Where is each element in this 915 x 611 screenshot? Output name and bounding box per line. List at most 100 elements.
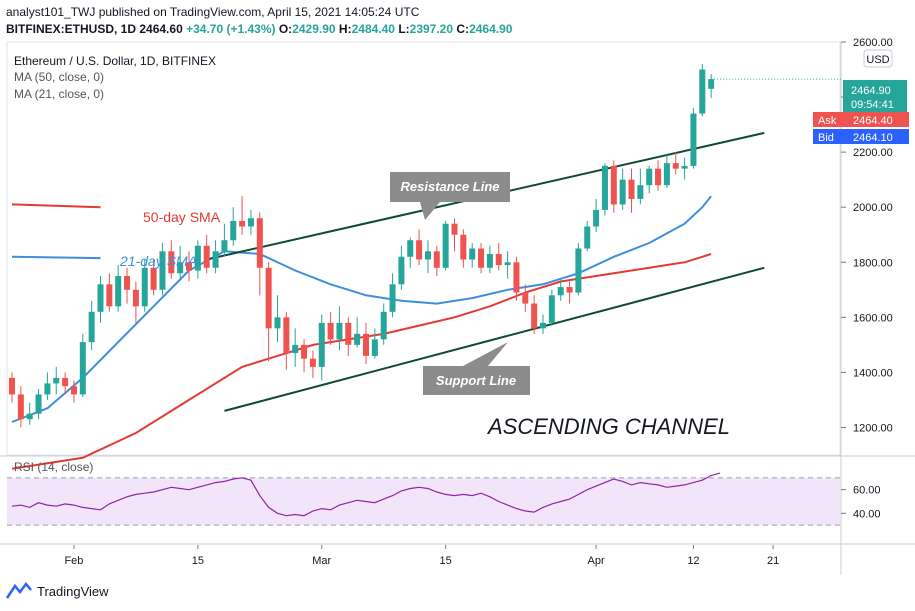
candle-body	[318, 322, 325, 367]
candle-body	[424, 251, 431, 260]
candle-body	[221, 240, 228, 252]
last-price: 2464.60	[139, 22, 183, 36]
x-tick-label: Mar	[312, 555, 331, 567]
y-tick-label: 1600.00	[853, 312, 893, 324]
candle-body	[265, 267, 272, 329]
candle-body	[9, 377, 15, 395]
ohlc-line: BITFINEX:ETHUSD, 1D 2464.60 +34.70 (+1.4…	[6, 22, 512, 36]
candle-body	[442, 223, 449, 268]
candle-body	[460, 234, 467, 260]
old-sma21-line	[11, 255, 101, 260]
candle-body	[159, 251, 166, 290]
ma50-line	[11, 253, 712, 470]
candle-body	[699, 69, 706, 114]
candle-body	[708, 79, 715, 89]
ask-tag	[813, 112, 909, 127]
high-label: H:	[338, 22, 352, 36]
symbol-name: BITFINEX:ETHUSD, 1D	[6, 22, 137, 36]
candle-body	[584, 226, 591, 249]
candle-body	[380, 311, 387, 340]
candle-body	[354, 333, 361, 345]
y-tick-label: 2600.00	[853, 37, 893, 49]
candle-body	[115, 276, 122, 307]
bid-tag	[813, 129, 909, 144]
rsi-line	[11, 472, 721, 517]
candle-body	[327, 322, 334, 340]
legend-ma50: MA (50, close, 0)	[14, 70, 104, 84]
candle-body	[363, 333, 369, 356]
support-label: Support Line	[436, 373, 516, 388]
candle-body	[593, 209, 600, 227]
y-tick-label: 2200.00	[853, 147, 893, 159]
candle-body	[141, 267, 148, 307]
candle-body	[62, 377, 69, 387]
tradingview-logo-icon	[6, 582, 32, 599]
x-tick-label: 15	[192, 555, 204, 567]
footer: TradingView	[6, 582, 109, 600]
candle-body	[540, 322, 546, 329]
candle-body	[53, 377, 60, 384]
candle-body	[186, 262, 192, 271]
price-tag-value: 2464.90	[851, 85, 891, 97]
candle-body	[124, 276, 131, 290]
candle-body	[601, 165, 608, 210]
candle-body	[389, 284, 396, 312]
candle-body	[256, 218, 263, 268]
candle-body	[44, 383, 51, 395]
candle-body	[575, 248, 582, 293]
candle-body	[309, 358, 316, 367]
candle-body	[230, 220, 237, 241]
candle-body	[17, 394, 24, 420]
bid-value: 2464.10	[853, 132, 893, 144]
candle-body	[247, 218, 254, 227]
channel-label: ASCENDING CHANNEL	[486, 414, 730, 439]
candle-body	[336, 322, 343, 340]
ask-value: 2464.40	[853, 115, 893, 127]
candle-body	[168, 251, 175, 274]
candle-body	[681, 165, 688, 169]
candle-body	[548, 295, 555, 323]
candle-body	[177, 262, 184, 274]
candle-body	[495, 254, 502, 266]
candle-body	[646, 168, 653, 186]
support-line	[224, 266, 765, 412]
candle-body	[132, 289, 139, 307]
candle-body	[274, 317, 281, 329]
ma21-line	[11, 195, 712, 423]
close-label: C:	[456, 22, 470, 36]
price-tag-countdown: 09:54:41	[851, 99, 894, 111]
old-sma50-line	[11, 203, 101, 209]
sma21-annotation: 21-day SMA	[119, 253, 197, 269]
candle-body	[212, 251, 219, 268]
sma50-annotation: 50-day SMA	[143, 209, 221, 225]
candle-body	[672, 163, 679, 169]
candle-body	[566, 287, 573, 293]
candle-body	[663, 163, 670, 186]
x-tick-label: 21	[767, 555, 779, 567]
candle-body	[203, 245, 210, 268]
legend-ma21: MA (21, close, 0)	[14, 87, 104, 101]
candle-body	[283, 317, 290, 354]
candle-body	[513, 262, 520, 293]
candle-body	[628, 179, 635, 199]
candle-body	[79, 342, 86, 395]
candle-body	[557, 287, 564, 296]
price-tag	[843, 80, 907, 112]
support-callout	[423, 342, 530, 395]
candle-body	[150, 267, 157, 290]
candle-body	[194, 245, 201, 271]
resistance-callout	[390, 172, 510, 220]
rsi-tick-label: 40.00	[853, 508, 881, 520]
rsi-band	[7, 477, 840, 526]
y-tick-label: 2000.00	[853, 202, 893, 214]
candle-body	[97, 284, 104, 312]
candle-body	[239, 220, 246, 227]
ask-label: Ask	[818, 115, 837, 127]
low-value: 2397.20	[409, 22, 454, 36]
candle-body	[690, 113, 697, 166]
candle-body	[407, 240, 414, 257]
candle-body	[292, 344, 299, 354]
candle-body	[504, 262, 511, 266]
rsi-tick-label: 60.00	[853, 485, 881, 497]
